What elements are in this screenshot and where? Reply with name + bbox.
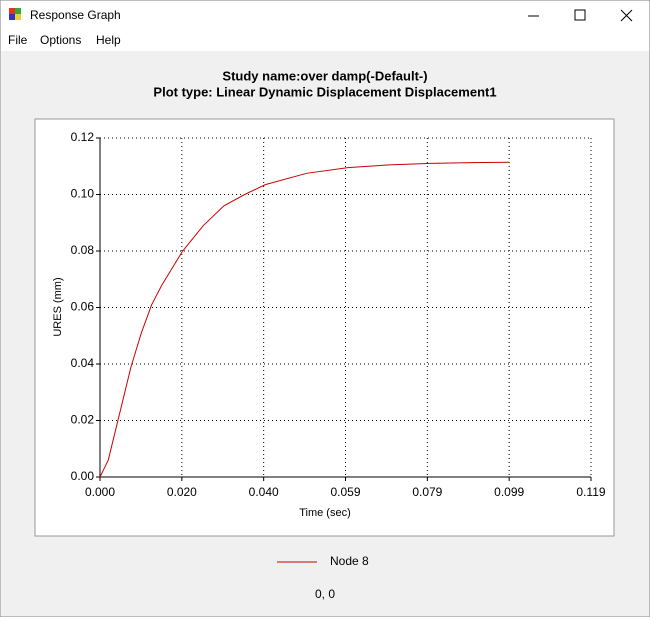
y-tick-label: 0.02 [71, 413, 95, 427]
menu-item[interactable]: File [8, 33, 28, 47]
x-tick-label: 0.119 [576, 485, 605, 499]
y-axis-label: URES (mm) [52, 277, 64, 336]
chart-title: Study name:over damp(-Default-) [222, 68, 427, 83]
menu-bar [1, 31, 649, 51]
y-tick-label: 0.10 [71, 187, 95, 201]
chart-subtitle: Plot type: Linear Dynamic Displacement D… [153, 84, 496, 99]
window-title: Response Graph [30, 8, 121, 22]
y-tick-label: 0.04 [71, 356, 95, 370]
legend-label: Node 8 [330, 554, 369, 568]
x-tick-label: 0.099 [494, 485, 524, 499]
x-tick-label: 0.079 [412, 485, 442, 499]
x-axis-label: Time (sec) [299, 507, 351, 519]
app-icon [9, 8, 15, 14]
menu-item[interactable]: Help [96, 33, 121, 47]
x-tick-label: 0.000 [85, 485, 115, 499]
x-tick-label: 0.020 [167, 485, 197, 499]
x-tick-label: 0.059 [330, 485, 360, 499]
y-tick-label: 0.06 [71, 300, 95, 314]
status-text: 0, 0 [315, 587, 335, 601]
app-icon [15, 14, 21, 20]
data-line [99, 161, 510, 478]
x-tick-label: 0.040 [249, 485, 279, 499]
y-tick-label: 0.12 [71, 130, 95, 144]
close-button[interactable] [620, 9, 633, 22]
chart-panel [34, 118, 615, 537]
maximize-button[interactable] [574, 9, 586, 21]
y-tick-label: 0.08 [71, 243, 95, 257]
y-tick-label: 0.00 [71, 469, 95, 483]
app-icon [15, 8, 21, 14]
title-bar [1, 1, 649, 31]
app-icon [9, 14, 15, 20]
menu-item[interactable]: Options [40, 33, 81, 47]
